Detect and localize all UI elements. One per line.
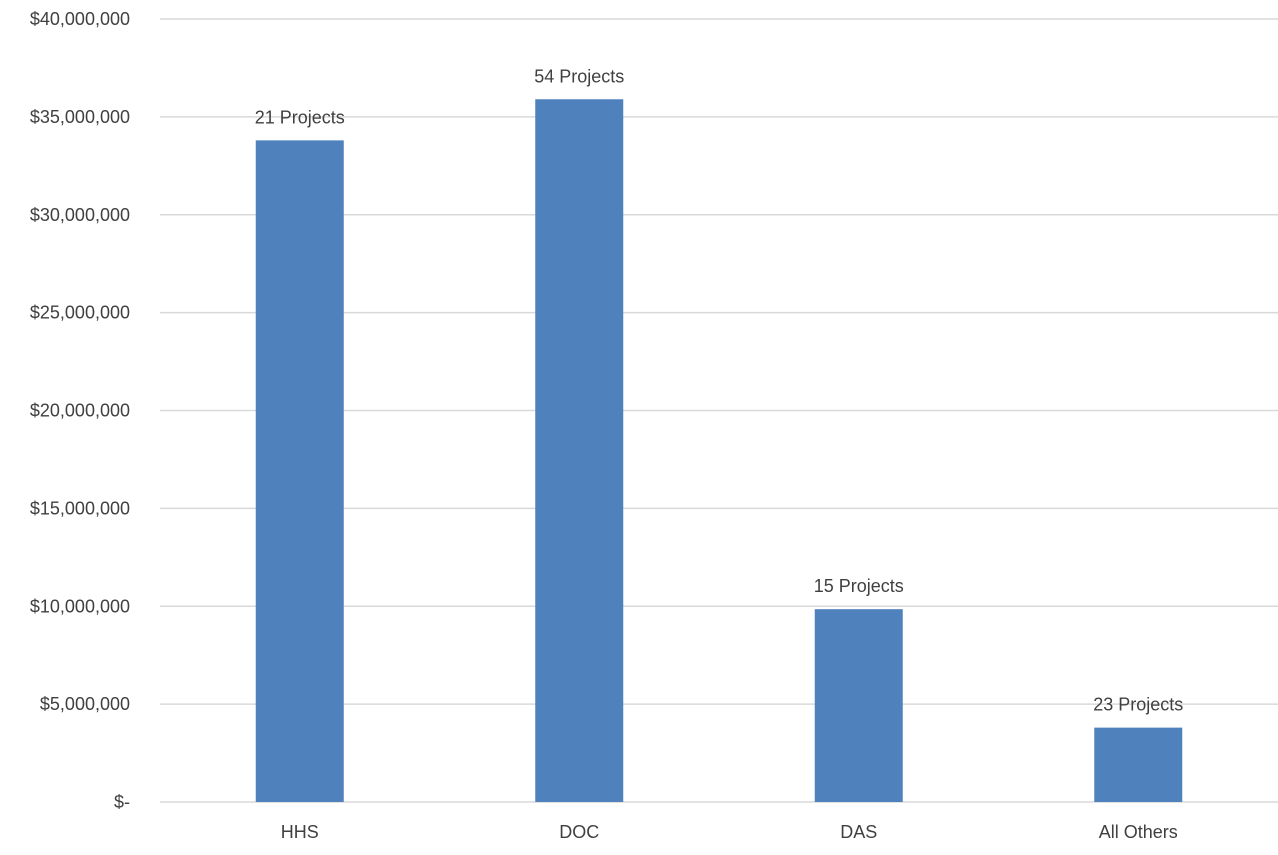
- bar-das: [814, 609, 903, 802]
- data-label: 54 Projects: [534, 66, 624, 86]
- y-tick-label: $20,000,000: [30, 401, 130, 421]
- x-axis-tick-labels: HHS DOC DAS All Others: [281, 822, 1178, 842]
- gridlines: [160, 18, 1278, 803]
- bars: [255, 99, 1183, 803]
- y-tick-label: $40,000,000: [30, 9, 130, 29]
- data-label: 15 Projects: [814, 576, 904, 596]
- bar-all-others: [1094, 727, 1183, 802]
- y-tick-label: $15,000,000: [30, 498, 130, 518]
- y-tick-label: $25,000,000: [30, 303, 130, 323]
- y-axis-tick-labels: $- $5,000,000 $10,000,000 $15,000,000 $20,00…: [30, 9, 130, 812]
- data-labels: 21 Projects 54 Projects 15 Projects 23 Proj…: [255, 66, 1184, 714]
- bar-hhs: [255, 140, 344, 803]
- x-tick-label: HHS: [281, 822, 319, 842]
- y-tick-label: $-: [114, 792, 130, 812]
- bar-doc: [535, 99, 624, 802]
- y-tick-label: $5,000,000: [40, 694, 130, 714]
- data-label: 23 Projects: [1093, 695, 1183, 715]
- y-tick-label: $30,000,000: [30, 205, 130, 225]
- x-tick-label: DOC: [559, 822, 599, 842]
- x-tick-label: DAS: [840, 822, 877, 842]
- y-tick-label: $10,000,000: [30, 596, 130, 616]
- y-tick-label: $35,000,000: [30, 107, 130, 127]
- data-label: 21 Projects: [255, 107, 345, 127]
- x-tick-label: All Others: [1099, 822, 1178, 842]
